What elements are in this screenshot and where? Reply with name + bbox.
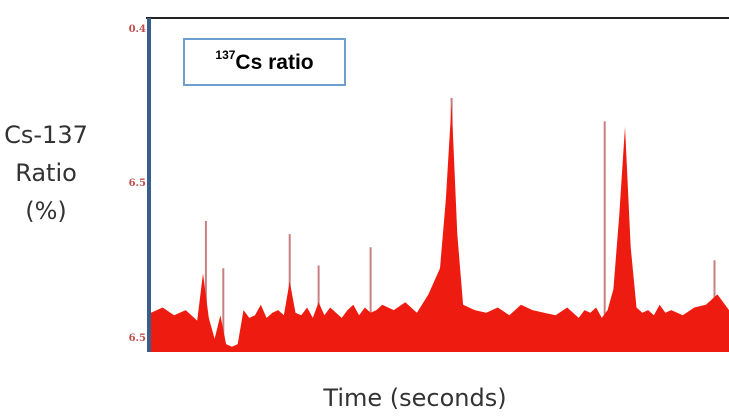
y-axis-label-line-3: (%) <box>25 197 67 225</box>
x-axis-label: Time (seconds) <box>323 384 507 412</box>
y-axis-label-line-2: Ratio <box>15 159 77 187</box>
y-tick-label-top: 0.4 <box>128 24 146 35</box>
y-tick-label-middle: 6.5 <box>128 178 146 189</box>
series-area <box>151 103 729 352</box>
legend-mass-number: 137 <box>215 47 236 62</box>
legend: 137Cs ratio <box>183 38 346 86</box>
y-axis-label-line-1: Cs-137 <box>4 121 88 149</box>
legend-label: 137Cs ratio <box>215 47 314 75</box>
y-axis-label: Cs-137 Ratio (%) <box>0 116 92 230</box>
legend-text: Cs ratio <box>235 50 314 74</box>
y-tick-label-bottom: 6.5 <box>128 333 146 344</box>
